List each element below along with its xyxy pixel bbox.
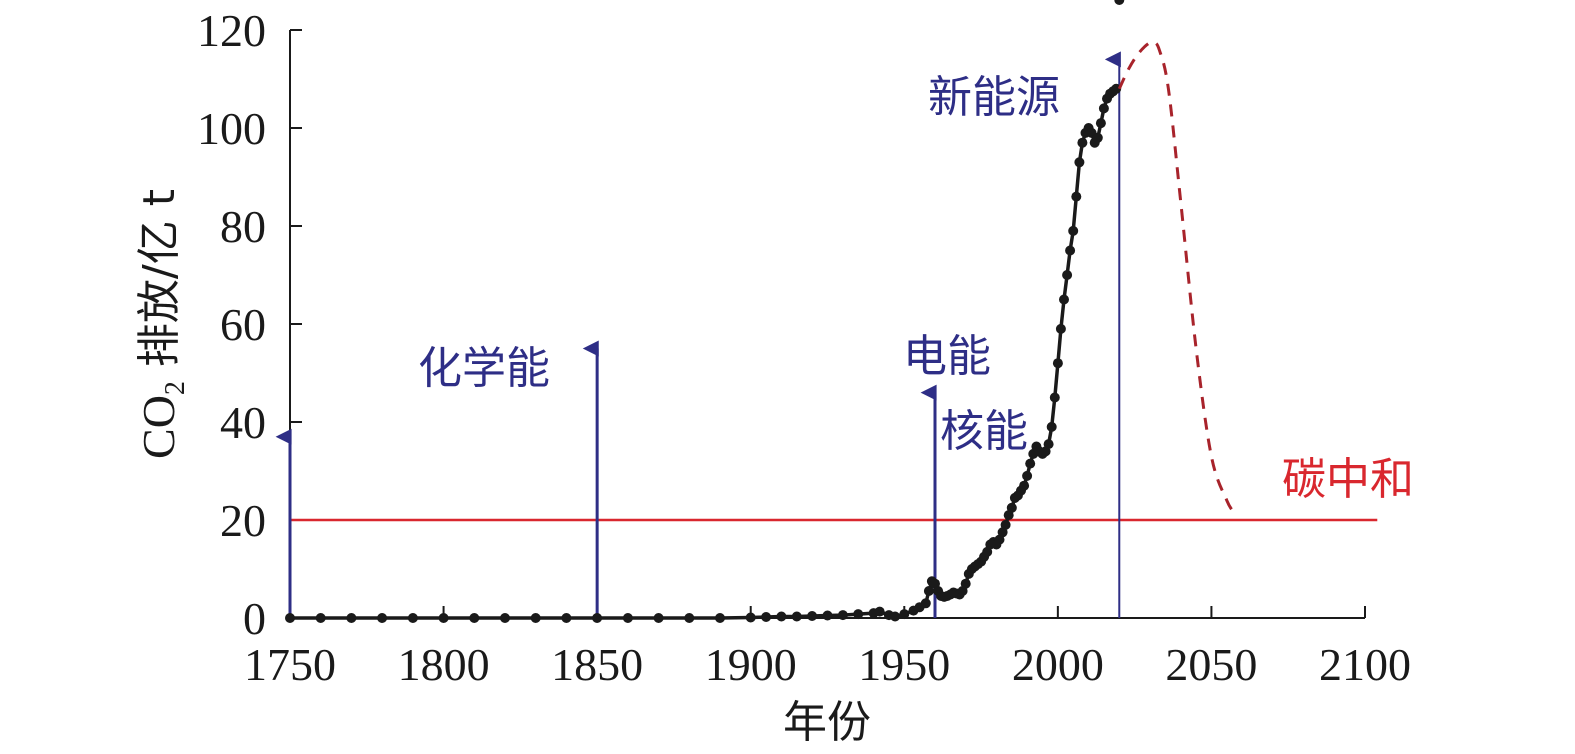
data-point-1950 xyxy=(899,609,910,620)
x-tick-label-1900: 1900 xyxy=(705,639,797,690)
data-point-1860 xyxy=(622,613,633,623)
data-point-1990 xyxy=(1022,470,1033,481)
data-point-2015 xyxy=(1098,103,1109,114)
data-point-1910 xyxy=(776,611,787,622)
data-point-2006 xyxy=(1071,191,1082,202)
x-tick-label-1850: 1850 xyxy=(551,639,643,690)
data-point-1957 xyxy=(920,598,931,609)
y-axis-title-co: CO xyxy=(133,395,184,459)
data-point-1989 xyxy=(1019,480,1030,491)
x-tick-label-2050: 2050 xyxy=(1165,639,1257,690)
historical-emission-points xyxy=(285,0,1125,623)
data-point-1983 xyxy=(1000,519,1011,530)
data-point-2014 xyxy=(1095,118,1106,129)
data-point-1820 xyxy=(500,613,510,623)
data-point-1850 xyxy=(592,613,603,623)
x-tick-label-1800: 1800 xyxy=(398,639,490,690)
annotation-label-renewable: 新能源 xyxy=(928,72,1060,123)
data-point-1985 xyxy=(1006,502,1017,513)
data-point-1810 xyxy=(469,613,480,623)
data-point-1890 xyxy=(715,613,725,623)
data-point-1800 xyxy=(438,613,449,623)
y-axis-title-subscript: 2 xyxy=(160,381,191,395)
energy-arrows xyxy=(275,51,1121,618)
annotation-label-electric: 电能 xyxy=(903,331,991,382)
data-point-2000 xyxy=(1052,358,1063,369)
data-point-1900 xyxy=(745,612,756,623)
data-point-1930 xyxy=(837,610,848,621)
data-point-2007 xyxy=(1074,157,1085,168)
y-ticks: 0 20 40 60 80 100 120 xyxy=(197,5,302,644)
data-point-1770 xyxy=(346,613,357,623)
y-axis-title: CO2 排放/亿 t xyxy=(133,189,191,459)
data-point-1760 xyxy=(315,613,326,623)
data-point-1942 xyxy=(874,606,885,617)
data-point-2008 xyxy=(1077,137,1088,148)
data-point-1998 xyxy=(1046,421,1057,432)
x-axis-title: 年份 xyxy=(783,697,871,748)
data-point-1905 xyxy=(761,612,772,622)
data-point-1947 xyxy=(890,611,901,622)
data-point-1999 xyxy=(1049,392,1060,403)
data-point-1915 xyxy=(791,611,802,622)
data-point-2004 xyxy=(1065,245,1076,256)
data-point-2019 xyxy=(1111,83,1122,94)
data-point-1780 xyxy=(377,613,388,623)
data-point-2003 xyxy=(1062,270,1073,280)
data-point-1840 xyxy=(561,613,572,623)
annotation-label-chemical: 化学能 xyxy=(418,343,550,394)
y-tick-label-80: 80 xyxy=(220,201,266,252)
data-point-1935 xyxy=(853,609,864,620)
data-point-1790 xyxy=(407,613,418,623)
data-point-1997 xyxy=(1043,439,1054,450)
data-point-2002 xyxy=(1059,294,1069,305)
carbon-neutral-label: 碳中和 xyxy=(1282,454,1414,505)
data-point-2020 xyxy=(1114,0,1125,5)
projection-emission-line xyxy=(1117,40,1238,516)
y-tick-label-120: 120 xyxy=(197,5,266,56)
x-tick-label-1750: 1750 xyxy=(244,639,336,690)
data-point-1970 xyxy=(960,578,971,589)
y-tick-label-20: 20 xyxy=(220,495,266,546)
y-axis-title-rest: 排放/亿 t xyxy=(134,189,185,381)
x-tick-label-1950: 1950 xyxy=(858,639,950,690)
data-point-1991 xyxy=(1025,458,1036,469)
annotation-label-nuclear: 核能 xyxy=(940,406,1028,457)
data-point-1830 xyxy=(530,613,541,623)
data-point-1920 xyxy=(807,611,818,621)
data-point-1958 xyxy=(923,586,934,596)
x-ticks: 1750 1800 1850 1900 1950 2000 2050 2100 xyxy=(244,606,1411,690)
data-point-1925 xyxy=(822,610,833,621)
data-point-1870 xyxy=(653,613,664,623)
y-tick-label-100: 100 xyxy=(197,103,266,154)
x-tick-label-2100: 2100 xyxy=(1319,639,1411,690)
y-tick-label-60: 60 xyxy=(220,299,266,350)
data-point-1880 xyxy=(684,613,695,623)
data-point-2013 xyxy=(1092,132,1103,143)
data-point-2005 xyxy=(1068,225,1079,236)
data-point-1750 xyxy=(285,613,295,623)
x-tick-label-2000: 2000 xyxy=(1012,639,1104,690)
y-tick-label-40: 40 xyxy=(220,397,266,448)
data-point-2001 xyxy=(1055,323,1066,334)
y-tick-label-0: 0 xyxy=(243,593,266,644)
